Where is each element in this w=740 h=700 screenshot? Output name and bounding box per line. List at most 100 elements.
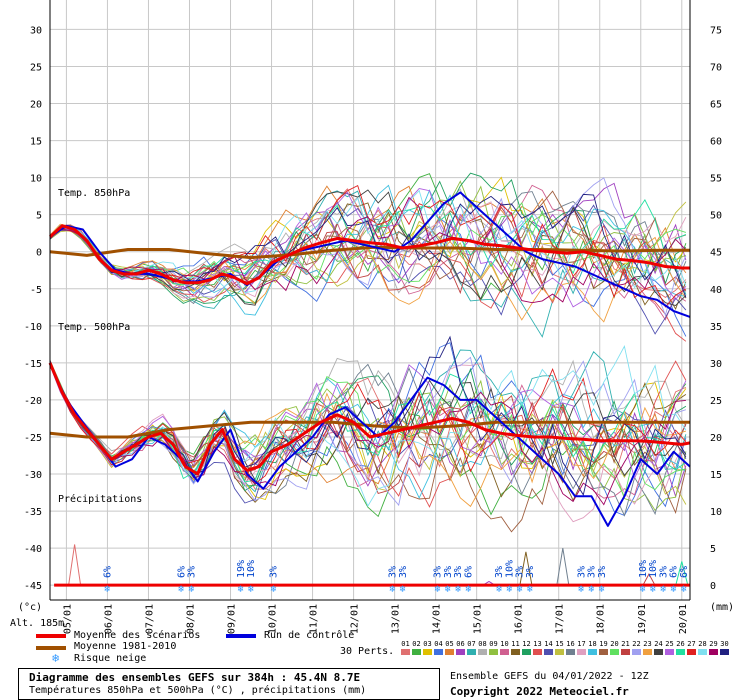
- pert-number: 17: [577, 640, 586, 648]
- snowflake-icon: ❄: [455, 584, 462, 595]
- snow-percent-label: 3%: [398, 566, 409, 578]
- y-tick-right: 75: [710, 25, 722, 36]
- pert-number: 01: [401, 640, 410, 648]
- snow-percent-label: 10%: [638, 560, 649, 578]
- snowflake-icon: ❄: [599, 584, 606, 595]
- climate-500-line: [49, 420, 690, 439]
- footer-title: Diagramme des ensembles GEFS sur 384h : …: [29, 671, 361, 684]
- pert-legend-item: 16: [565, 640, 576, 655]
- pert-legend-item: 28: [697, 640, 708, 655]
- pert-number: 13: [533, 640, 542, 648]
- pert-number: 24: [654, 640, 663, 648]
- panel-label-precip: Précipitations: [58, 493, 142, 505]
- y-tick-left: 30: [30, 25, 42, 36]
- snowflake-icon: ❄: [400, 584, 407, 595]
- x-tick-label: 05/01: [62, 604, 73, 634]
- pert-number: 10: [500, 640, 509, 648]
- snow-percent-label: 3%: [525, 566, 536, 578]
- pert-swatch: [445, 649, 454, 655]
- precip-spike: [675, 561, 689, 586]
- snowflake-icon: ❄: [671, 584, 678, 595]
- y-tick-left: 20: [30, 100, 42, 111]
- pert-legend-item: 24: [653, 640, 664, 655]
- pert-swatch: [500, 649, 509, 655]
- pert-legend-item: 25: [664, 640, 675, 655]
- pert-swatch: [555, 649, 564, 655]
- pert-number: 07: [467, 640, 476, 648]
- perturbation-legend: 01 02 03 04 05 06 07 08 09 10 11 12 13 14 15 16 17 18 19 20…: [400, 640, 730, 660]
- x-tick-label: 06/01: [103, 604, 114, 634]
- footer-subtitle: Températures 850hPa et 500hPa (°C) , pré…: [29, 685, 367, 696]
- pert-swatch: [533, 649, 542, 655]
- footer-run-label: Ensemble GEFS du 04/01/2022 - 12Z: [450, 671, 649, 682]
- pert-swatch: [621, 649, 630, 655]
- y-tick-right: 20: [710, 433, 722, 444]
- legend-perts-label: 30 Perts.: [340, 646, 395, 657]
- snow-percent-label: 3%: [494, 566, 505, 578]
- y-tick-right: 45: [710, 248, 722, 259]
- footer-copyright: Copyright 2022 Meteociel.fr: [450, 685, 629, 698]
- pert-number: 21: [621, 640, 630, 648]
- snowflake-icon: ❄: [660, 584, 667, 595]
- pert-legend-item: 09: [488, 640, 499, 655]
- pert-legend-item: 11: [510, 640, 521, 655]
- snow-risk-markers: 6%❄6%❄3%❄19%❄10%❄3%❄3%❄3%❄3%❄3%❄3%❄6%❄3%…: [102, 560, 689, 595]
- y-tick-left: 0: [36, 248, 42, 259]
- y-tick-right: 40: [710, 285, 722, 296]
- pert-swatch: [522, 649, 531, 655]
- precip-spike: [68, 544, 82, 586]
- pert-legend-item: 19: [598, 640, 609, 655]
- snow-percent-label: 3%: [187, 566, 198, 578]
- pert-swatch: [665, 649, 674, 655]
- pert-number: 11: [511, 640, 520, 648]
- y-tick-left: 15: [30, 137, 42, 148]
- pert-legend-item: 17: [576, 640, 587, 655]
- pert-legend-item: 23: [642, 640, 653, 655]
- pert-swatch: [434, 649, 443, 655]
- snowflake-icon: ❄: [650, 584, 657, 595]
- snow-percent-label: 6%: [463, 566, 474, 578]
- x-tick-label: 20/01: [678, 604, 689, 634]
- left-axis-unit: (°c): [18, 602, 42, 613]
- pert-swatch: [577, 649, 586, 655]
- y-tick-left: -15: [24, 359, 42, 370]
- snow-percent-label: 6%: [102, 566, 113, 578]
- y-tick-right: 15: [710, 470, 722, 481]
- x-tick-label: 15/01: [473, 604, 484, 634]
- pert-swatch: [566, 649, 575, 655]
- pert-number: 02: [412, 640, 421, 648]
- pert-number: 19: [599, 640, 608, 648]
- snowflake-icon: ❄: [238, 584, 245, 595]
- legend-snow-label: Risque neige: [74, 653, 147, 664]
- pert-number: 22: [632, 640, 641, 648]
- legend-climate-swatch: [36, 646, 66, 650]
- pert-number: 29: [709, 640, 718, 648]
- snow-percent-label: 3%: [587, 566, 598, 578]
- snowflake-icon: ❄: [104, 584, 111, 595]
- y-tick-right: 35: [710, 322, 722, 333]
- pert-number: 28: [698, 640, 707, 648]
- snow-percent-label: 10%: [504, 560, 515, 578]
- pert-number: 26: [676, 640, 685, 648]
- pert-swatch: [632, 649, 641, 655]
- x-tick-label: 09/01: [227, 604, 238, 634]
- pert-legend-item: 12: [521, 640, 532, 655]
- snowflake-icon: ❄: [578, 584, 585, 595]
- snow-percent-label: 3%: [515, 566, 526, 578]
- snowflake-icon: ❄: [435, 584, 442, 595]
- ensemble-member-line: [49, 193, 687, 298]
- x-tick-label: 11/01: [309, 604, 320, 634]
- ensemble-member-line: [49, 335, 687, 496]
- y-tick-right: 65: [710, 100, 722, 111]
- pert-swatch: [720, 649, 729, 655]
- y-tick-left: 25: [30, 62, 42, 73]
- y-tick-right: 60: [710, 137, 722, 148]
- pert-swatch: [687, 649, 696, 655]
- ensemble-member-line: [49, 363, 687, 485]
- pert-legend-item: 22: [631, 640, 642, 655]
- pert-swatch: [478, 649, 487, 655]
- pert-legend-item: 08: [477, 640, 488, 655]
- pert-swatch: [654, 649, 663, 655]
- pert-swatch: [599, 649, 608, 655]
